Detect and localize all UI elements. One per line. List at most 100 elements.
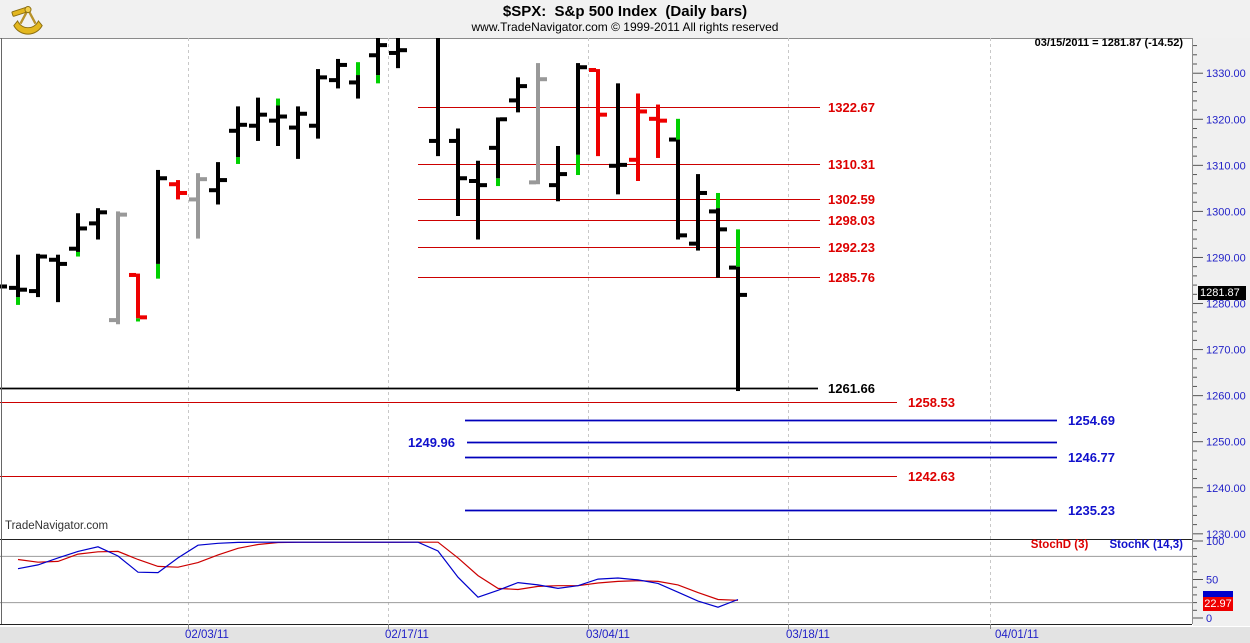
indicator-axis[interactable]: 100 50 0 bbox=[1192, 536, 1224, 625]
close-tick bbox=[280, 114, 287, 119]
ohlc-bar bbox=[16, 254, 20, 298]
ohlc-bar bbox=[36, 253, 40, 298]
open-tick bbox=[29, 289, 36, 294]
ohlc-bar bbox=[376, 38, 380, 76]
bar-green-segment bbox=[736, 229, 740, 267]
price-axis[interactable]: 1330.00 1320.00 1310.00 1300.00 1290.00 1280.… bbox=[1192, 45, 1246, 541]
open-tick bbox=[289, 125, 296, 130]
stochd-value-flag: 22.97 bbox=[1203, 597, 1233, 611]
date-axis[interactable]: 02/03/11 02/17/11 03/04/11 03/18/11 04/01/11 bbox=[185, 624, 1039, 641]
ohlc-bar bbox=[336, 58, 340, 89]
price-level-label: 1292.23 bbox=[828, 240, 875, 255]
bar-green-segment bbox=[376, 75, 380, 84]
ohlc-bar bbox=[396, 38, 400, 69]
ohlc-bar bbox=[116, 211, 120, 325]
date-tick-label: 02/03/11 bbox=[185, 629, 229, 641]
close-tick bbox=[520, 84, 527, 89]
open-tick bbox=[709, 209, 716, 214]
ohlc-bar bbox=[356, 75, 360, 99]
vertical-date-gridlines bbox=[188, 38, 991, 624]
close-tick bbox=[620, 162, 627, 167]
ohlc-bar bbox=[296, 106, 300, 159]
close-tick bbox=[700, 190, 707, 195]
price-tick-label: 1330.00 bbox=[1206, 68, 1246, 80]
bar-green-segment bbox=[676, 118, 680, 140]
price-tick-label: 1310.00 bbox=[1206, 160, 1246, 172]
open-tick bbox=[249, 123, 256, 128]
close-tick bbox=[320, 75, 327, 80]
close-tick bbox=[660, 118, 667, 123]
ohlc-bar bbox=[556, 145, 560, 202]
close-tick bbox=[120, 212, 127, 217]
close-tick bbox=[40, 254, 47, 259]
ohlc-bar bbox=[516, 77, 520, 113]
stochd-legend-label[interactable]: StochD (3) bbox=[1030, 539, 1089, 551]
price-level-label: 1322.67 bbox=[828, 100, 875, 115]
ohlc-bar bbox=[276, 105, 280, 146]
open-tick bbox=[609, 163, 616, 168]
ohlc-bar bbox=[436, 38, 440, 157]
ohlc-bar bbox=[196, 173, 200, 239]
ohlc-bar bbox=[76, 213, 80, 252]
price-level-label: 1302.59 bbox=[828, 192, 875, 207]
open-tick bbox=[309, 123, 316, 128]
bar-green-segment bbox=[76, 251, 80, 257]
price-level-label: 1254.69 bbox=[1068, 413, 1115, 428]
ohlc-bar bbox=[136, 273, 140, 319]
ohlc-bar bbox=[216, 162, 220, 205]
ohlc-bar bbox=[716, 208, 720, 278]
ohlc-bar bbox=[236, 106, 240, 158]
date-tick-label: 02/17/11 bbox=[385, 629, 429, 641]
price-tick-label: 1240.00 bbox=[1206, 483, 1246, 495]
close-tick bbox=[740, 292, 747, 297]
date-axis-strip[interactable] bbox=[0, 626, 1250, 643]
price-levels: 1322.67 1310.31 1302.59 1298.03 1292.23 1285.… bbox=[0, 100, 1115, 518]
close-tick bbox=[160, 176, 167, 181]
stochk-legend-label[interactable]: StochK (14,3) bbox=[1109, 539, 1184, 551]
stoch-tick-label: 0 bbox=[1206, 613, 1212, 625]
stochastic-panel bbox=[0, 539, 1192, 625]
close-tick bbox=[0, 284, 7, 289]
stochk-line bbox=[17, 541, 739, 608]
price-tick-label: 1230.00 bbox=[1206, 529, 1246, 541]
close-tick bbox=[500, 117, 507, 122]
open-tick bbox=[109, 318, 116, 323]
bar-green-segment bbox=[236, 157, 240, 164]
plot-borders bbox=[1, 38, 1193, 624]
open-tick bbox=[729, 265, 736, 270]
close-tick bbox=[640, 109, 647, 114]
open-tick bbox=[669, 137, 676, 142]
close-tick bbox=[180, 190, 187, 195]
price-axis-strip[interactable] bbox=[1193, 38, 1250, 643]
open-tick bbox=[529, 180, 536, 185]
ohlc-bar bbox=[736, 266, 740, 392]
bar-green-segment bbox=[496, 178, 500, 187]
close-tick bbox=[460, 176, 467, 181]
close-tick bbox=[380, 43, 387, 48]
stoch-tick-label: 100 bbox=[1206, 536, 1224, 548]
ohlc-bar bbox=[176, 180, 180, 200]
ohlc-bar bbox=[676, 139, 680, 240]
cursor-quote-readout: 03/15/2011 = 1281.87 (-14.52) bbox=[1034, 37, 1183, 49]
close-tick bbox=[80, 226, 87, 231]
chart-header: $SPX: S&p 500 Index (Daily bars) www.Tra… bbox=[0, 0, 1250, 39]
close-tick bbox=[720, 227, 727, 232]
open-tick bbox=[469, 179, 476, 184]
price-level-label: 1235.23 bbox=[1068, 503, 1115, 518]
stochastic-lines bbox=[17, 541, 739, 608]
price-level-label: 1249.96 bbox=[408, 435, 455, 450]
close-tick bbox=[20, 287, 27, 292]
close-tick bbox=[60, 261, 67, 266]
ohlc-bar bbox=[476, 160, 480, 240]
close-tick bbox=[300, 111, 307, 116]
last-price-flag: 1281.87 bbox=[1198, 286, 1246, 300]
price-tick-label: 1300.00 bbox=[1206, 206, 1246, 218]
ohlc-bar bbox=[316, 69, 320, 139]
close-tick bbox=[100, 210, 107, 215]
ohlc-bar bbox=[56, 254, 60, 303]
open-tick bbox=[389, 50, 396, 55]
price-tick-label: 1270.00 bbox=[1206, 345, 1246, 357]
chart-title: $SPX: S&p 500 Index (Daily bars) bbox=[502, 3, 748, 20]
